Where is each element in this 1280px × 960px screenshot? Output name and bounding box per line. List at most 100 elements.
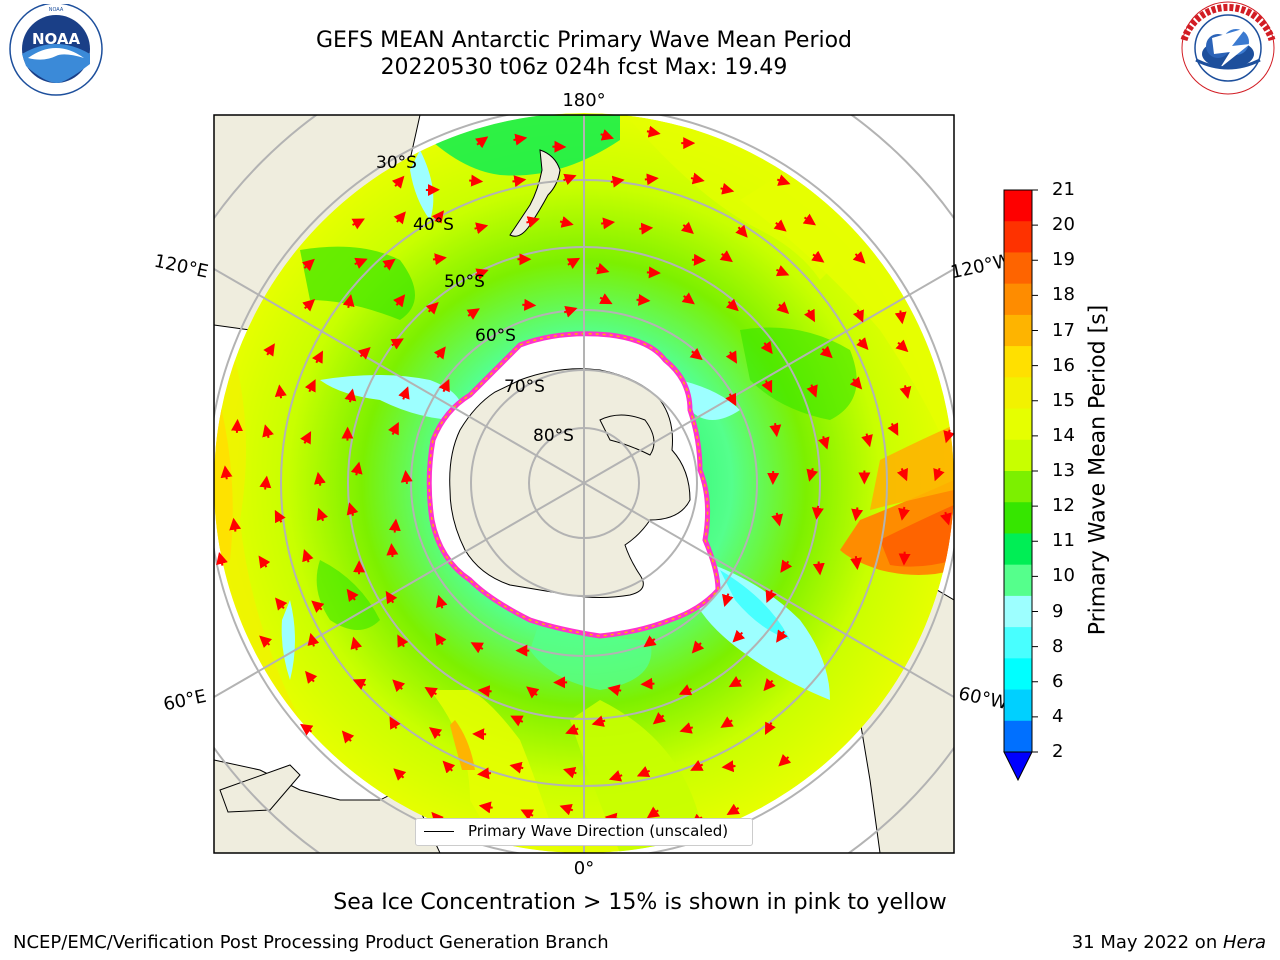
colorbar-segment <box>1004 408 1032 441</box>
wave-arrow <box>720 716 734 728</box>
wave-arrow <box>350 461 363 476</box>
lat-label-40s: 40°S <box>413 215 454 235</box>
colorbar-segment <box>1004 346 1032 378</box>
chart-subtitle: 20220530 t06z 024h fcst Max: 19.49 <box>380 55 788 80</box>
wave-arrow <box>390 338 404 350</box>
colorbar-segment <box>1004 502 1032 534</box>
wave-arrow <box>432 253 447 266</box>
wave-arrow <box>933 467 945 482</box>
wave-arrow <box>474 222 489 235</box>
wave-arrow <box>346 588 359 602</box>
colorbar-label: Primary Wave Mean Period [s] <box>1085 304 1111 636</box>
wave-arrow <box>690 172 705 185</box>
wave-arrow <box>311 600 325 613</box>
wave-arrow <box>802 213 817 226</box>
colorbar-segment <box>1004 595 1032 628</box>
wave-arrow <box>725 350 738 364</box>
wave-arrow <box>760 340 773 355</box>
wave-arrow <box>898 506 910 521</box>
wave-arrow <box>352 678 367 690</box>
wave-arrow <box>861 433 873 448</box>
wave-arrow <box>425 302 439 315</box>
wave-arrow <box>342 294 355 309</box>
credit-text: NCEP/EMC/Verification Post Processing Pr… <box>13 932 609 953</box>
wave-arrow <box>780 559 793 573</box>
lat-label-70s: 70°S <box>504 377 545 397</box>
wave-arrow <box>526 216 540 228</box>
wave-arrow <box>263 343 275 357</box>
wave-arrow <box>305 670 318 684</box>
wave-arrow <box>806 467 819 482</box>
wave-arrow <box>522 298 537 311</box>
wave-direction-arrows <box>216 125 955 826</box>
wave-arrow <box>520 809 534 821</box>
wave-arrow <box>307 632 320 647</box>
wave-arrow <box>509 761 524 774</box>
colorbar-tick-label: 14 <box>1052 424 1075 446</box>
wave-arrow <box>400 470 413 485</box>
wave-arrow <box>775 265 790 277</box>
wave-arrow <box>887 422 899 436</box>
wave-arrow <box>803 308 815 323</box>
colorbar-segment <box>1004 689 1032 722</box>
colorbar-segment <box>1004 471 1032 503</box>
wave-arrow <box>393 211 406 225</box>
host-name: Hera <box>1222 932 1266 953</box>
wave-arrow <box>940 511 952 526</box>
wave-arrow <box>300 431 312 445</box>
wave-arrow <box>389 716 401 730</box>
wave-arrow <box>689 347 703 361</box>
wave-arrow <box>778 753 792 767</box>
wave-arrow <box>431 210 444 224</box>
wave-arrow <box>644 173 659 186</box>
wave-arrow <box>773 219 787 232</box>
lon-label-180: 180° <box>562 90 605 111</box>
colorbar-tick-label: 18 <box>1052 284 1075 306</box>
lat-label-50s: 50°S <box>444 272 485 292</box>
colorbar-tick-label: 9 <box>1052 600 1064 622</box>
wave-arrow <box>636 766 651 778</box>
wave-arrow <box>478 801 493 814</box>
wave-arrow <box>898 551 911 566</box>
wave-arrow <box>896 467 908 482</box>
wave-arrow <box>678 684 693 696</box>
wave-arrow <box>302 548 314 563</box>
wave-arrow <box>640 677 655 690</box>
wave-arrow <box>726 803 740 816</box>
wave-arrow <box>728 676 743 688</box>
wave-arrow <box>302 298 316 312</box>
wave-arrow <box>601 217 616 230</box>
wave-arrow <box>764 721 776 735</box>
wave-arrow <box>565 723 579 735</box>
wave-arrow <box>765 589 777 604</box>
wave-arrow <box>566 257 581 269</box>
wave-arrow <box>438 378 450 393</box>
wave-arrow <box>220 465 233 480</box>
wave-arrow <box>652 712 666 725</box>
colorbar-segment <box>1004 314 1032 347</box>
wave-arrow <box>475 136 489 149</box>
colorbar-tick-label: 2 <box>1052 741 1064 762</box>
wave-arrow <box>385 590 398 605</box>
wave-arrow <box>301 258 315 272</box>
wave-arrow <box>691 253 706 266</box>
wave-arrow <box>386 543 399 558</box>
colorbar-segment <box>1004 439 1032 472</box>
wave-arrow <box>392 679 406 693</box>
wave-arrow <box>393 768 407 781</box>
wave-arrow <box>433 346 446 360</box>
wave-arrow <box>435 594 448 609</box>
colorbar-segment <box>1004 252 1032 285</box>
wave-arrow <box>442 760 456 774</box>
chart-title: GEFS MEAN Antarctic Primary Wave Mean Pe… <box>315 28 853 53</box>
svg-text:NOAA: NOAA <box>49 7 64 13</box>
wave-arrow <box>469 174 484 187</box>
wave-arrow <box>722 593 734 608</box>
wave-arrow <box>636 293 651 306</box>
wave-arrow <box>681 292 695 305</box>
wave-arrow <box>513 133 528 146</box>
colorbar-tick-label: 12 <box>1052 495 1075 517</box>
colorbar-tick-label: 4 <box>1052 705 1064 727</box>
wave-arrow <box>856 337 869 351</box>
wave-arrow <box>818 436 830 450</box>
